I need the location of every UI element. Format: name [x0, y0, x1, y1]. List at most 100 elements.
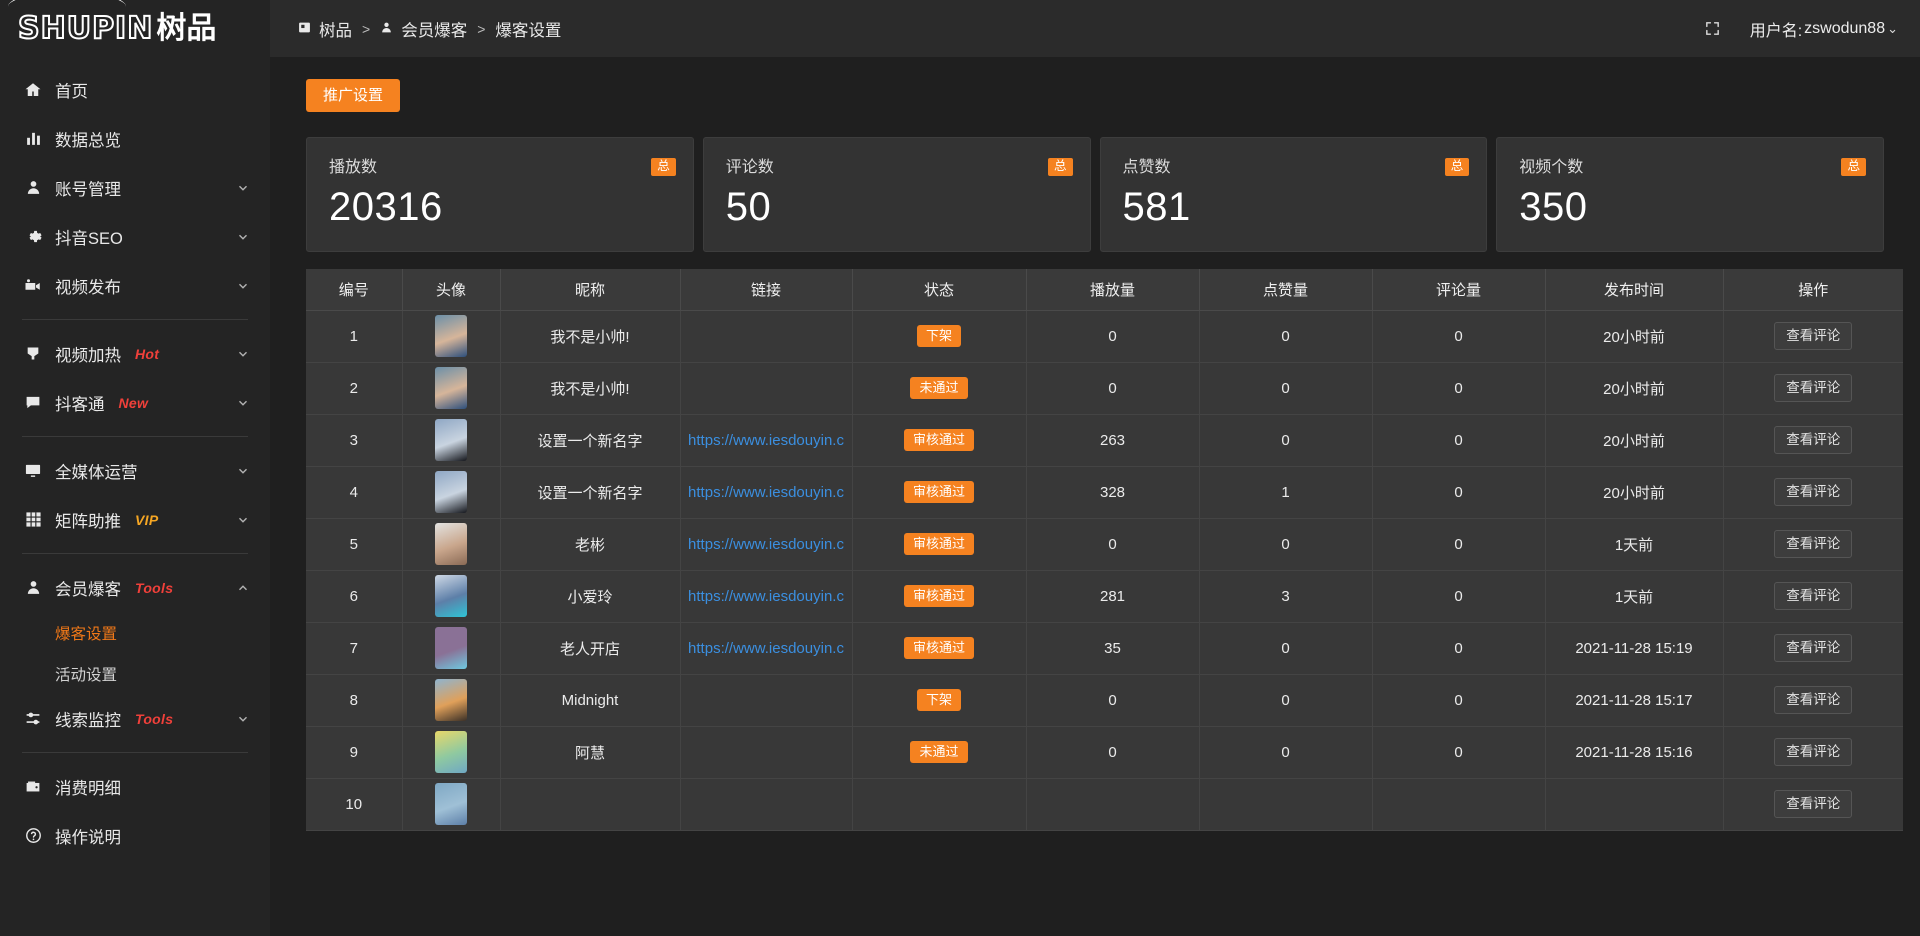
view-comments-button[interactable]: 查看评论 [1774, 685, 1853, 715]
view-comments-button[interactable]: 查看评论 [1774, 581, 1853, 611]
breadcrumb-item-member-baoke[interactable]: 会员爆客 [380, 17, 467, 41]
sidebar-item-data-overview[interactable]: 数据总览 [0, 114, 270, 163]
view-comments-button[interactable]: 查看评论 [1774, 477, 1853, 507]
cell-link [680, 362, 853, 415]
sidebar-item-account-management[interactable]: 账号管理 [0, 163, 270, 212]
fullscreen-icon[interactable] [1704, 20, 1722, 38]
cell-status: 未通过 [852, 726, 1027, 779]
chevron-down-icon[interactable] [236, 181, 250, 195]
cell-plays: 263 [1026, 414, 1200, 467]
avatar [435, 575, 467, 617]
home-icon [22, 80, 44, 100]
sidebar-subitem-baoke-settings[interactable]: 爆客设置 [0, 612, 270, 653]
sidebar-label: 首页 [55, 82, 88, 101]
sidebar-item-matrix-boost[interactable]: 矩阵助推 VIP [0, 495, 270, 544]
promotion-settings-button[interactable]: 推广设置 [306, 79, 401, 112]
chevron-down-icon[interactable] [236, 347, 250, 361]
stat-cards: 播放数 20316 总 评论数 50 总 点赞数 581 总 视频个数 350 [306, 137, 1884, 252]
sidebar-item-douyin-seo[interactable]: 抖音SEO [0, 212, 270, 261]
cell-likes: 3 [1199, 570, 1373, 623]
cell-comments: 0 [1372, 570, 1546, 623]
view-comments-button[interactable]: 查看评论 [1774, 529, 1853, 559]
video-link[interactable]: https://www.iesdouyin.c [688, 535, 844, 553]
cell-action: 查看评论 [1723, 622, 1903, 675]
chevron-down-icon[interactable] [236, 396, 250, 410]
sidebar-item-lead-monitoring[interactable]: 线索监控 Tools [0, 694, 270, 743]
chevron-up-icon[interactable] [236, 581, 250, 595]
cell-likes: 0 [1199, 674, 1373, 727]
chevron-down-icon: ⌄ [1887, 20, 1898, 36]
status-badge: 审核通过 [903, 585, 974, 607]
video-link[interactable]: https://www.iesdouyin.c [688, 587, 844, 605]
status-badge: 审核通过 [903, 481, 974, 503]
cell-link[interactable]: https://www.iesdouyin.c [680, 622, 853, 675]
video-link[interactable]: https://www.iesdouyin.c [688, 483, 844, 501]
table-body: 1 我不是小帅! 下架 0 0 0 20小时前 查看评论 2 我不是小帅! 未通过 0 0 0 20小时前查… [306, 310, 1903, 831]
sidebar-divider [22, 752, 248, 753]
view-comments-button[interactable]: 查看评论 [1774, 321, 1853, 351]
cell-comments: 0 [1372, 518, 1546, 571]
table-header-row: 编号 头像 昵称 链接 状态 播放量 点赞量 评论量 发布时间 操作 [306, 269, 1903, 311]
video-table-wrapper: 编号 头像 昵称 链接 状态 播放量 点赞量 评论量 发布时间 操作 1 我不是小 [306, 269, 1903, 831]
avatar [435, 783, 467, 825]
cell-plays: 0 [1026, 726, 1200, 779]
chevron-down-icon[interactable] [236, 513, 250, 527]
cell-time: 1天前 [1545, 518, 1724, 571]
sidebar-item-instructions[interactable]: 操作说明 [0, 811, 270, 860]
sidebar-item-home[interactable]: 首页 [0, 65, 270, 114]
cell-nickname [500, 778, 681, 831]
column-header-nickname: 昵称 [500, 269, 681, 311]
sidebar-subitem-activity-settings[interactable]: 活动设置 [0, 653, 270, 694]
breadcrumb-item-root[interactable]: 树品 [298, 17, 352, 41]
video-link[interactable]: https://www.iesdouyin.c [688, 639, 844, 657]
column-header-id: 编号 [306, 269, 403, 311]
sidebar-item-video-boost[interactable]: 视频加热 Hot [0, 329, 270, 378]
video-link[interactable]: https://www.iesdouyin.c [688, 431, 844, 449]
chart-icon [22, 129, 44, 149]
cell-status: 审核通过 [852, 570, 1027, 623]
cell-avatar [402, 362, 501, 415]
view-comments-button[interactable]: 查看评论 [1774, 737, 1853, 767]
cell-link[interactable]: https://www.iesdouyin.c [680, 518, 853, 571]
stat-card-value: 50 [725, 185, 772, 229]
sidebar-item-omnimedia-operation[interactable]: 全媒体运营 [0, 446, 270, 495]
view-comments-button[interactable]: 查看评论 [1774, 373, 1853, 403]
sidebar-item-douketong[interactable]: 抖客通 New [0, 378, 270, 427]
stat-card-badge: 总 [651, 158, 676, 176]
cell-id: 2 [306, 362, 403, 415]
view-comments-button[interactable]: 查看评论 [1774, 425, 1853, 455]
sidebar-divider [22, 319, 248, 320]
view-comments-button[interactable]: 查看评论 [1774, 789, 1853, 819]
brand-logo[interactable]: SHUPIN 树品 [0, 0, 270, 57]
avatar [435, 627, 467, 669]
sidebar-label: 视频发布 [55, 278, 121, 297]
cell-link[interactable]: https://www.iesdouyin.c [680, 466, 853, 519]
chevron-down-icon[interactable] [236, 279, 250, 293]
cell-link[interactable]: https://www.iesdouyin.c [680, 570, 853, 623]
cell-nickname: 老人开店 [500, 622, 681, 675]
sidebar-item-member-baoke[interactable]: 会员爆客 Tools [0, 563, 270, 612]
cell-comments: 0 [1372, 674, 1546, 727]
user-menu[interactable]: 用户名: zswodun88 ⌄ [1750, 17, 1898, 41]
cell-link [680, 310, 853, 363]
cell-comments: 0 [1372, 622, 1546, 675]
cell-plays: 0 [1026, 362, 1200, 415]
chevron-down-icon[interactable] [236, 464, 250, 478]
cell-time: 20小时前 [1545, 414, 1724, 467]
monitor-icon [22, 461, 44, 481]
cell-avatar [402, 466, 501, 519]
sidebar-item-consumption-details[interactable]: 消费明细 [0, 762, 270, 811]
sidebar-label: 会员爆客 [55, 580, 121, 599]
sidebar-item-video-publish[interactable]: 视频发布 [0, 261, 270, 310]
chevron-down-icon[interactable] [236, 712, 250, 726]
sidebar-label: 抖客通 [55, 395, 105, 414]
cell-nickname: 设置一个新名字 [500, 414, 681, 467]
view-comments-button[interactable]: 查看评论 [1774, 633, 1853, 663]
cell-link[interactable]: https://www.iesdouyin.c [680, 414, 853, 467]
user-label: 用户名: [1749, 22, 1803, 40]
cell-avatar [402, 674, 501, 727]
cell-status [852, 778, 1027, 831]
cell-nickname: Midnight [500, 674, 681, 727]
table-head: 编号 头像 昵称 链接 状态 播放量 点赞量 评论量 发布时间 操作 [306, 269, 1903, 311]
chevron-down-icon[interactable] [236, 230, 250, 244]
